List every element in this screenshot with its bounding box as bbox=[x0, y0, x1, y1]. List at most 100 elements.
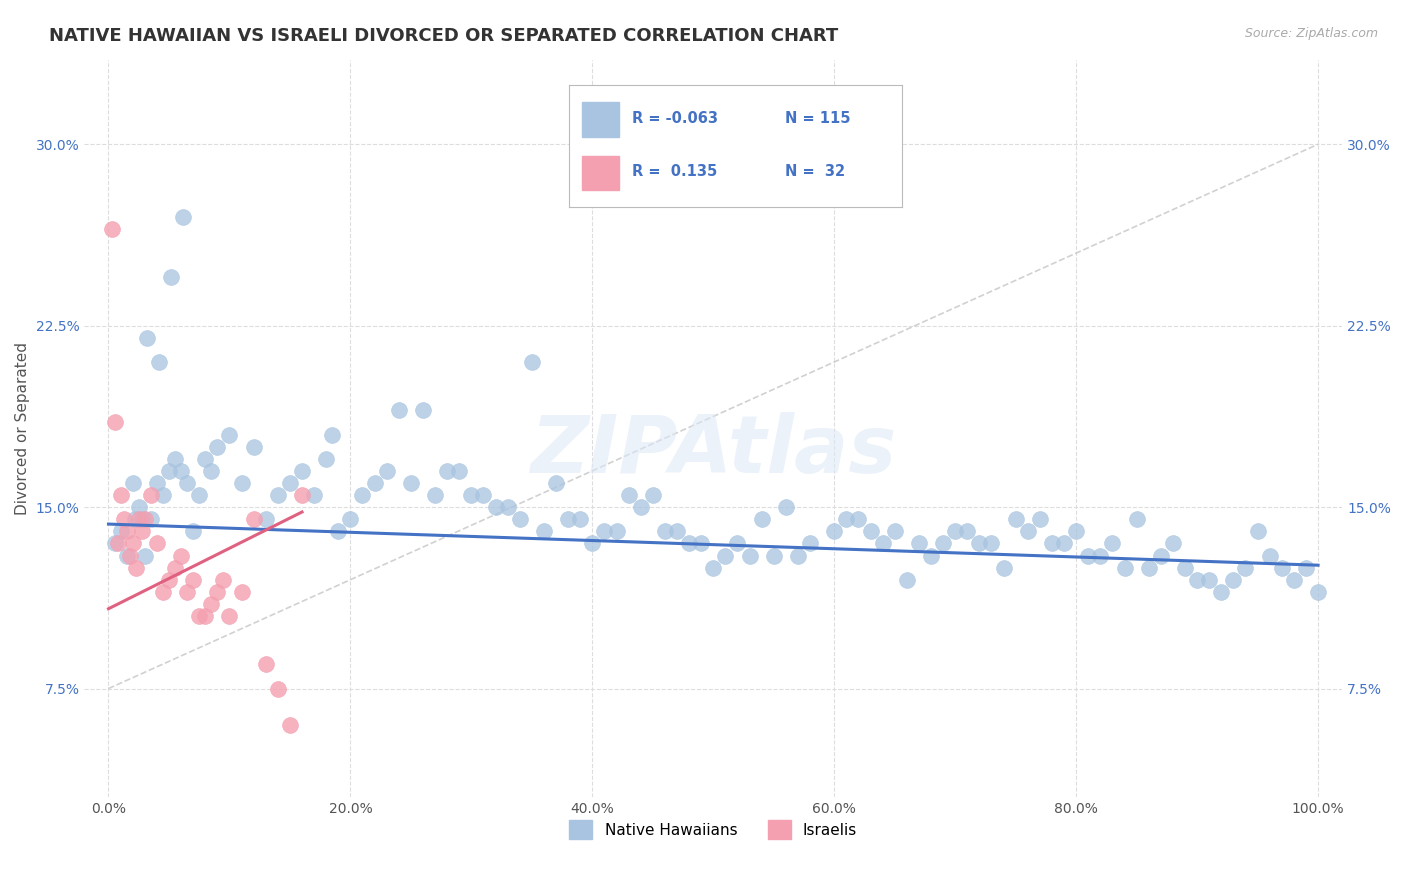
Point bbox=[908, 536, 931, 550]
Point bbox=[207, 440, 229, 454]
Point bbox=[969, 536, 991, 550]
Point bbox=[1137, 560, 1160, 574]
Point bbox=[1040, 536, 1063, 550]
Point bbox=[1282, 573, 1305, 587]
Point bbox=[131, 512, 153, 526]
Point bbox=[859, 524, 882, 539]
Point bbox=[188, 488, 211, 502]
Point bbox=[436, 464, 458, 478]
Point bbox=[172, 210, 194, 224]
Point bbox=[533, 524, 555, 539]
Point bbox=[124, 512, 146, 526]
Point bbox=[363, 475, 385, 490]
Point bbox=[727, 536, 749, 550]
Point bbox=[702, 560, 724, 574]
Point bbox=[146, 536, 169, 550]
Point bbox=[254, 512, 277, 526]
Point bbox=[115, 549, 138, 563]
Point bbox=[160, 270, 183, 285]
Point bbox=[738, 549, 761, 563]
Point bbox=[291, 488, 314, 502]
Point bbox=[751, 512, 773, 526]
Point bbox=[267, 488, 290, 502]
Point bbox=[690, 536, 713, 550]
Point bbox=[120, 549, 142, 563]
Point bbox=[980, 536, 1002, 550]
Point bbox=[883, 524, 905, 539]
Point bbox=[352, 488, 374, 502]
Point bbox=[139, 512, 162, 526]
Point bbox=[641, 488, 664, 502]
Point bbox=[157, 464, 180, 478]
Point bbox=[121, 536, 143, 550]
Point bbox=[146, 475, 169, 490]
Point bbox=[1017, 524, 1039, 539]
Point bbox=[103, 416, 125, 430]
Point bbox=[1053, 536, 1076, 550]
Point bbox=[1246, 524, 1268, 539]
Point bbox=[666, 524, 689, 539]
Point bbox=[1198, 573, 1220, 587]
Point bbox=[110, 524, 132, 539]
Point bbox=[121, 475, 143, 490]
Point bbox=[630, 500, 652, 515]
Legend: Native Hawaiians, Israelis: Native Hawaiians, Israelis bbox=[564, 814, 863, 845]
Point bbox=[200, 597, 222, 611]
Point bbox=[617, 488, 640, 502]
Point bbox=[291, 464, 314, 478]
Point bbox=[163, 560, 186, 574]
Point bbox=[181, 524, 204, 539]
Point bbox=[339, 512, 361, 526]
Point bbox=[242, 440, 264, 454]
Point bbox=[449, 464, 471, 478]
Point bbox=[943, 524, 966, 539]
Point bbox=[110, 488, 132, 502]
Point bbox=[131, 524, 153, 539]
Point bbox=[242, 512, 264, 526]
Point bbox=[1174, 560, 1197, 574]
Point bbox=[1004, 512, 1026, 526]
Point bbox=[231, 475, 253, 490]
Point bbox=[134, 549, 156, 563]
Point bbox=[1029, 512, 1052, 526]
Text: Source: ZipAtlas.com: Source: ZipAtlas.com bbox=[1244, 27, 1378, 40]
Point bbox=[194, 451, 217, 466]
Point bbox=[484, 500, 506, 515]
Point bbox=[1306, 584, 1329, 599]
Point bbox=[557, 512, 579, 526]
Point bbox=[267, 681, 290, 696]
Point bbox=[1211, 584, 1233, 599]
Point bbox=[115, 524, 138, 539]
Point bbox=[835, 512, 858, 526]
Point bbox=[388, 403, 411, 417]
Point bbox=[125, 560, 148, 574]
Point bbox=[956, 524, 979, 539]
Point bbox=[1271, 560, 1294, 574]
Point bbox=[1114, 560, 1136, 574]
Point bbox=[1101, 536, 1123, 550]
Point bbox=[321, 427, 343, 442]
Point bbox=[520, 355, 543, 369]
Point bbox=[605, 524, 627, 539]
Point bbox=[762, 549, 785, 563]
Point bbox=[112, 512, 135, 526]
Point bbox=[896, 573, 918, 587]
Point bbox=[231, 584, 253, 599]
Point bbox=[170, 464, 193, 478]
Point bbox=[496, 500, 519, 515]
Point bbox=[134, 512, 156, 526]
Point bbox=[218, 609, 240, 624]
Point bbox=[848, 512, 870, 526]
Point bbox=[148, 355, 170, 369]
Point bbox=[1185, 573, 1208, 587]
Point bbox=[1077, 549, 1099, 563]
Point bbox=[920, 549, 942, 563]
Point bbox=[136, 331, 159, 345]
Point bbox=[799, 536, 821, 550]
Text: NATIVE HAWAIIAN VS ISRAELI DIVORCED OR SEPARATED CORRELATION CHART: NATIVE HAWAIIAN VS ISRAELI DIVORCED OR S… bbox=[49, 27, 838, 45]
Point bbox=[932, 536, 955, 550]
Point bbox=[1090, 549, 1112, 563]
Point bbox=[302, 488, 325, 502]
Point bbox=[678, 536, 700, 550]
Point bbox=[188, 609, 211, 624]
